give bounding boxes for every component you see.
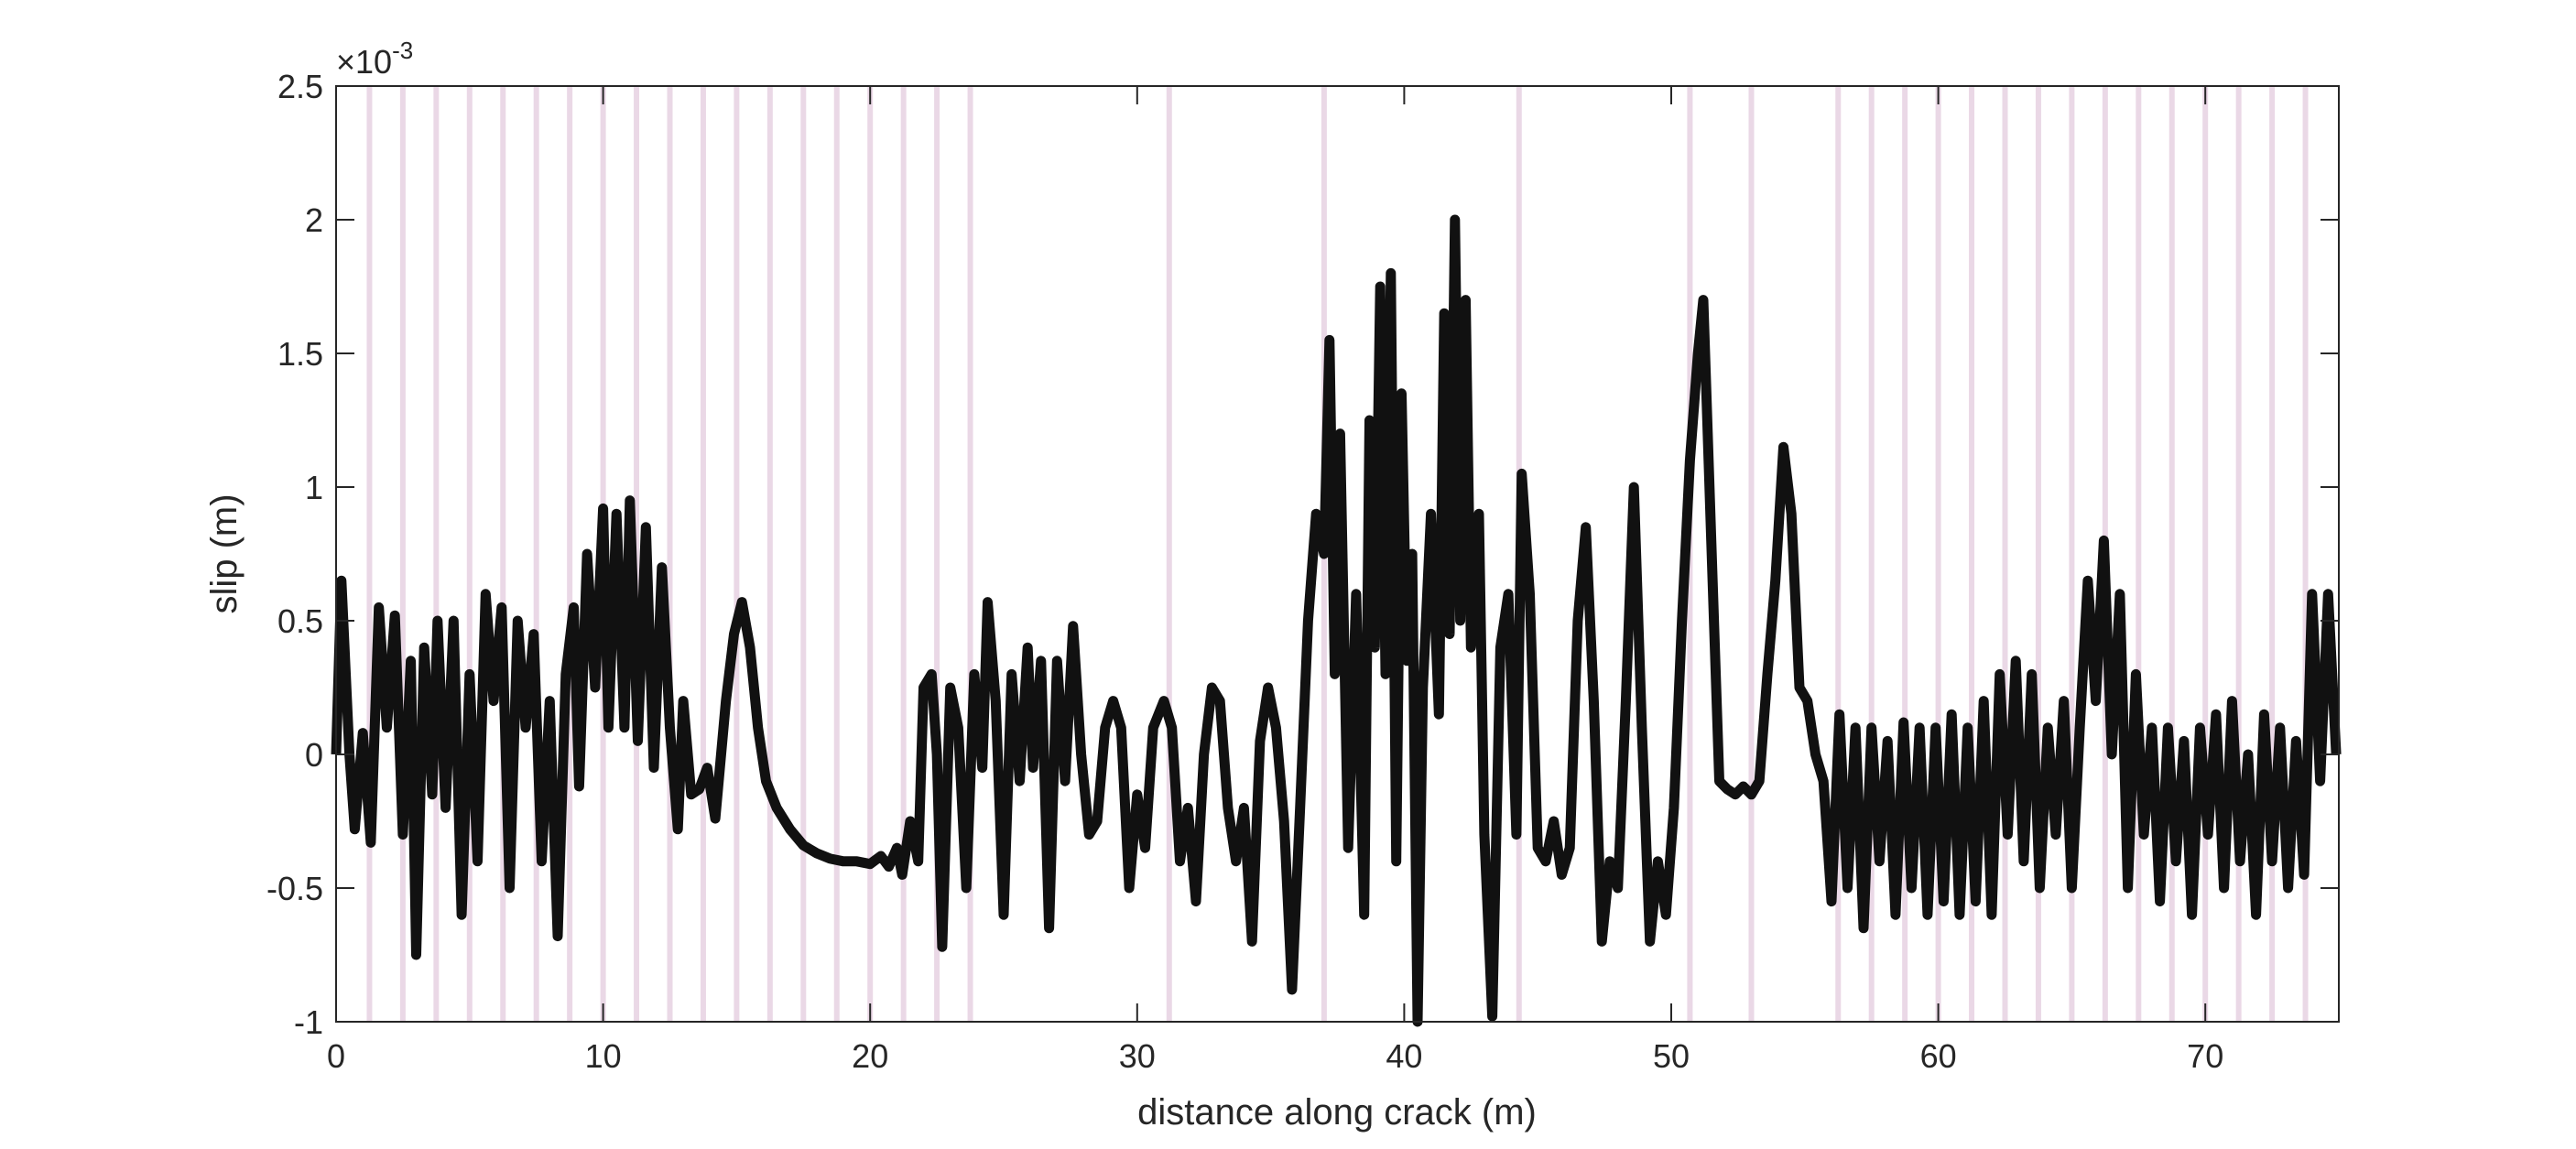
y-exponent: -3 [392, 37, 413, 64]
y-tick-label: 1.5 [277, 335, 323, 373]
x-tick-label: 40 [1386, 1037, 1422, 1075]
axes-box [335, 85, 2340, 1023]
x-tick-label: 70 [2187, 1037, 2223, 1075]
x-axis-label: distance along crack (m) [1137, 1092, 1537, 1133]
x-tick-label: 50 [1653, 1037, 1690, 1075]
x-tick-label: 0 [327, 1037, 345, 1075]
y-multiplier-base: ×10 [336, 43, 392, 81]
y-tick-label: 1 [305, 469, 323, 506]
x-tick-label: 20 [852, 1037, 888, 1075]
y-axis-label: slip (m) [204, 493, 245, 613]
y-tick-label: 2 [305, 201, 323, 239]
x-tick-label: 30 [1119, 1037, 1156, 1075]
x-tick-label: 60 [1920, 1037, 1957, 1075]
y-tick-label: 2.5 [277, 68, 323, 105]
y-tick-label: -0.5 [266, 870, 323, 907]
data-line [331, 214, 2342, 1027]
x-tick-label: 10 [585, 1037, 622, 1075]
y-tick-label: 0.5 [277, 602, 323, 640]
y-tick-label: -1 [294, 1003, 323, 1041]
y-multiplier: ×10-3 [336, 37, 413, 81]
y-tick-label: 0 [305, 736, 323, 774]
